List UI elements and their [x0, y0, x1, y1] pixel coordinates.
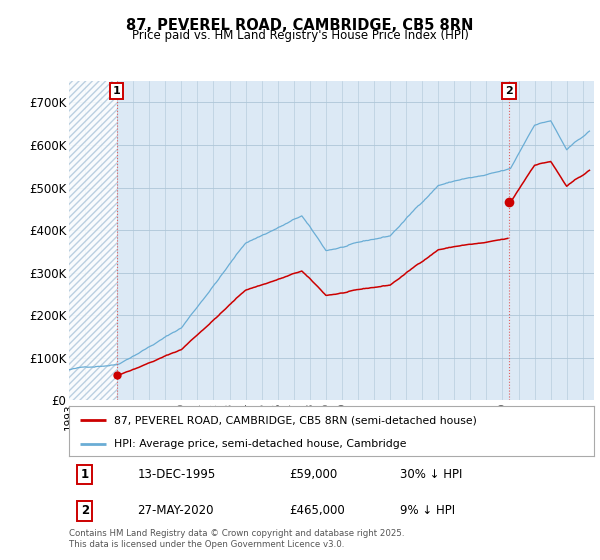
Text: 9% ↓ HPI: 9% ↓ HPI	[400, 504, 455, 517]
Text: 1: 1	[80, 468, 89, 481]
Text: £59,000: £59,000	[290, 468, 338, 481]
Text: Price paid vs. HM Land Registry's House Price Index (HPI): Price paid vs. HM Land Registry's House …	[131, 29, 469, 42]
Text: 13-DEC-1995: 13-DEC-1995	[137, 468, 215, 481]
Text: 87, PEVEREL ROAD, CAMBRIDGE, CB5 8RN: 87, PEVEREL ROAD, CAMBRIDGE, CB5 8RN	[127, 18, 473, 33]
Bar	[69, 81, 116, 400]
Text: 30% ↓ HPI: 30% ↓ HPI	[400, 468, 462, 481]
Text: 87, PEVEREL ROAD, CAMBRIDGE, CB5 8RN (semi-detached house): 87, PEVEREL ROAD, CAMBRIDGE, CB5 8RN (se…	[113, 415, 476, 425]
Text: £465,000: £465,000	[290, 504, 345, 517]
Text: Contains HM Land Registry data © Crown copyright and database right 2025.
This d: Contains HM Land Registry data © Crown c…	[69, 529, 404, 549]
Text: 27-MAY-2020: 27-MAY-2020	[137, 504, 214, 517]
Text: 1: 1	[113, 86, 121, 96]
Text: 2: 2	[80, 504, 89, 517]
Text: 2: 2	[505, 86, 513, 96]
Text: HPI: Average price, semi-detached house, Cambridge: HPI: Average price, semi-detached house,…	[113, 439, 406, 449]
